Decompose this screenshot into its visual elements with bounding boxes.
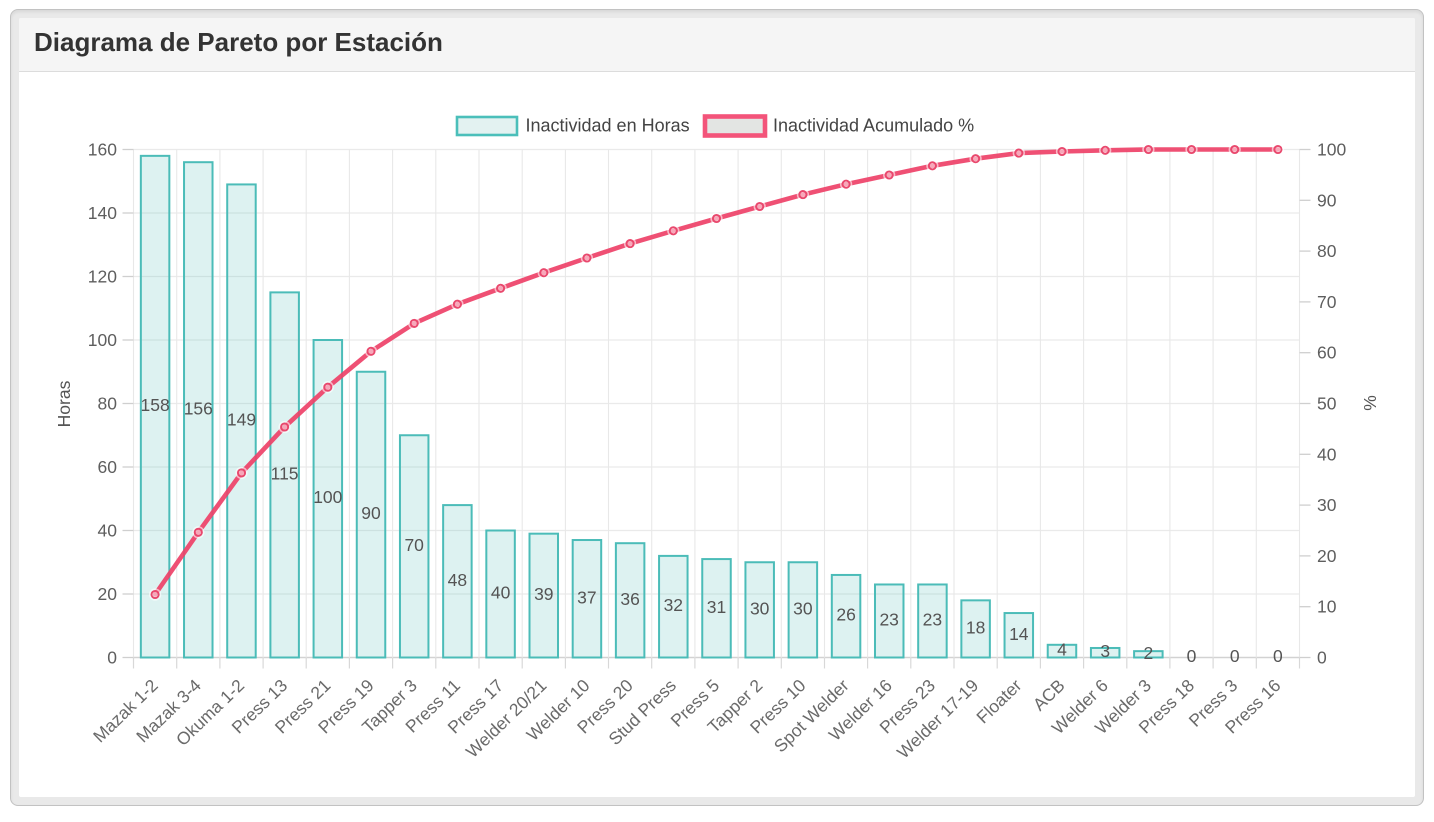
svg-text:31: 31: [707, 597, 726, 617]
svg-text:140: 140: [88, 203, 117, 223]
svg-text:80: 80: [98, 394, 118, 414]
svg-text:32: 32: [664, 595, 683, 615]
svg-text:2: 2: [1144, 643, 1154, 663]
svg-text:30: 30: [793, 598, 813, 618]
svg-text:100: 100: [313, 487, 342, 507]
svg-text:70: 70: [1317, 292, 1337, 312]
svg-text:156: 156: [184, 398, 213, 418]
svg-text:10: 10: [1317, 597, 1337, 617]
svg-text:80: 80: [1317, 241, 1337, 261]
svg-text:14: 14: [1009, 624, 1029, 644]
svg-text:20: 20: [98, 584, 118, 604]
svg-text:Inactividad Acumulado %: Inactividad Acumulado %: [773, 116, 974, 136]
svg-text:149: 149: [227, 410, 256, 430]
svg-text:40: 40: [98, 521, 118, 541]
svg-text:23: 23: [923, 610, 942, 630]
svg-text:Floater: Floater: [972, 675, 1025, 727]
svg-text:0: 0: [1317, 648, 1327, 668]
svg-text:3: 3: [1100, 641, 1110, 661]
svg-text:20: 20: [1317, 546, 1337, 566]
svg-text:60: 60: [98, 457, 118, 477]
svg-text:26: 26: [836, 605, 855, 625]
svg-text:90: 90: [1317, 190, 1337, 210]
svg-text:40: 40: [1317, 444, 1337, 464]
svg-text:120: 120: [88, 267, 117, 287]
svg-text:50: 50: [1317, 394, 1337, 414]
svg-text:37: 37: [577, 587, 596, 607]
svg-text:0: 0: [1273, 646, 1283, 666]
svg-text:Inactividad en Horas: Inactividad en Horas: [526, 116, 690, 136]
svg-text:70: 70: [404, 535, 424, 555]
svg-text:60: 60: [1317, 343, 1337, 363]
svg-text:0: 0: [107, 648, 117, 668]
svg-text:90: 90: [361, 503, 381, 523]
svg-text:%: %: [1360, 395, 1380, 411]
svg-text:4: 4: [1057, 640, 1067, 660]
svg-text:48: 48: [448, 570, 467, 590]
svg-text:Horas: Horas: [54, 380, 74, 427]
svg-text:30: 30: [750, 598, 770, 618]
svg-text:0: 0: [1230, 646, 1240, 666]
svg-text:115: 115: [271, 463, 299, 483]
svg-text:23: 23: [879, 610, 898, 630]
svg-text:158: 158: [140, 395, 169, 415]
svg-text:160: 160: [88, 140, 117, 160]
svg-text:18: 18: [966, 617, 985, 637]
svg-text:40: 40: [491, 583, 511, 603]
svg-text:30: 30: [1317, 495, 1337, 515]
svg-text:0: 0: [1187, 646, 1197, 666]
svg-text:100: 100: [1317, 140, 1346, 160]
svg-text:39: 39: [534, 584, 553, 604]
svg-text:36: 36: [620, 589, 639, 609]
svg-text:100: 100: [88, 330, 117, 350]
